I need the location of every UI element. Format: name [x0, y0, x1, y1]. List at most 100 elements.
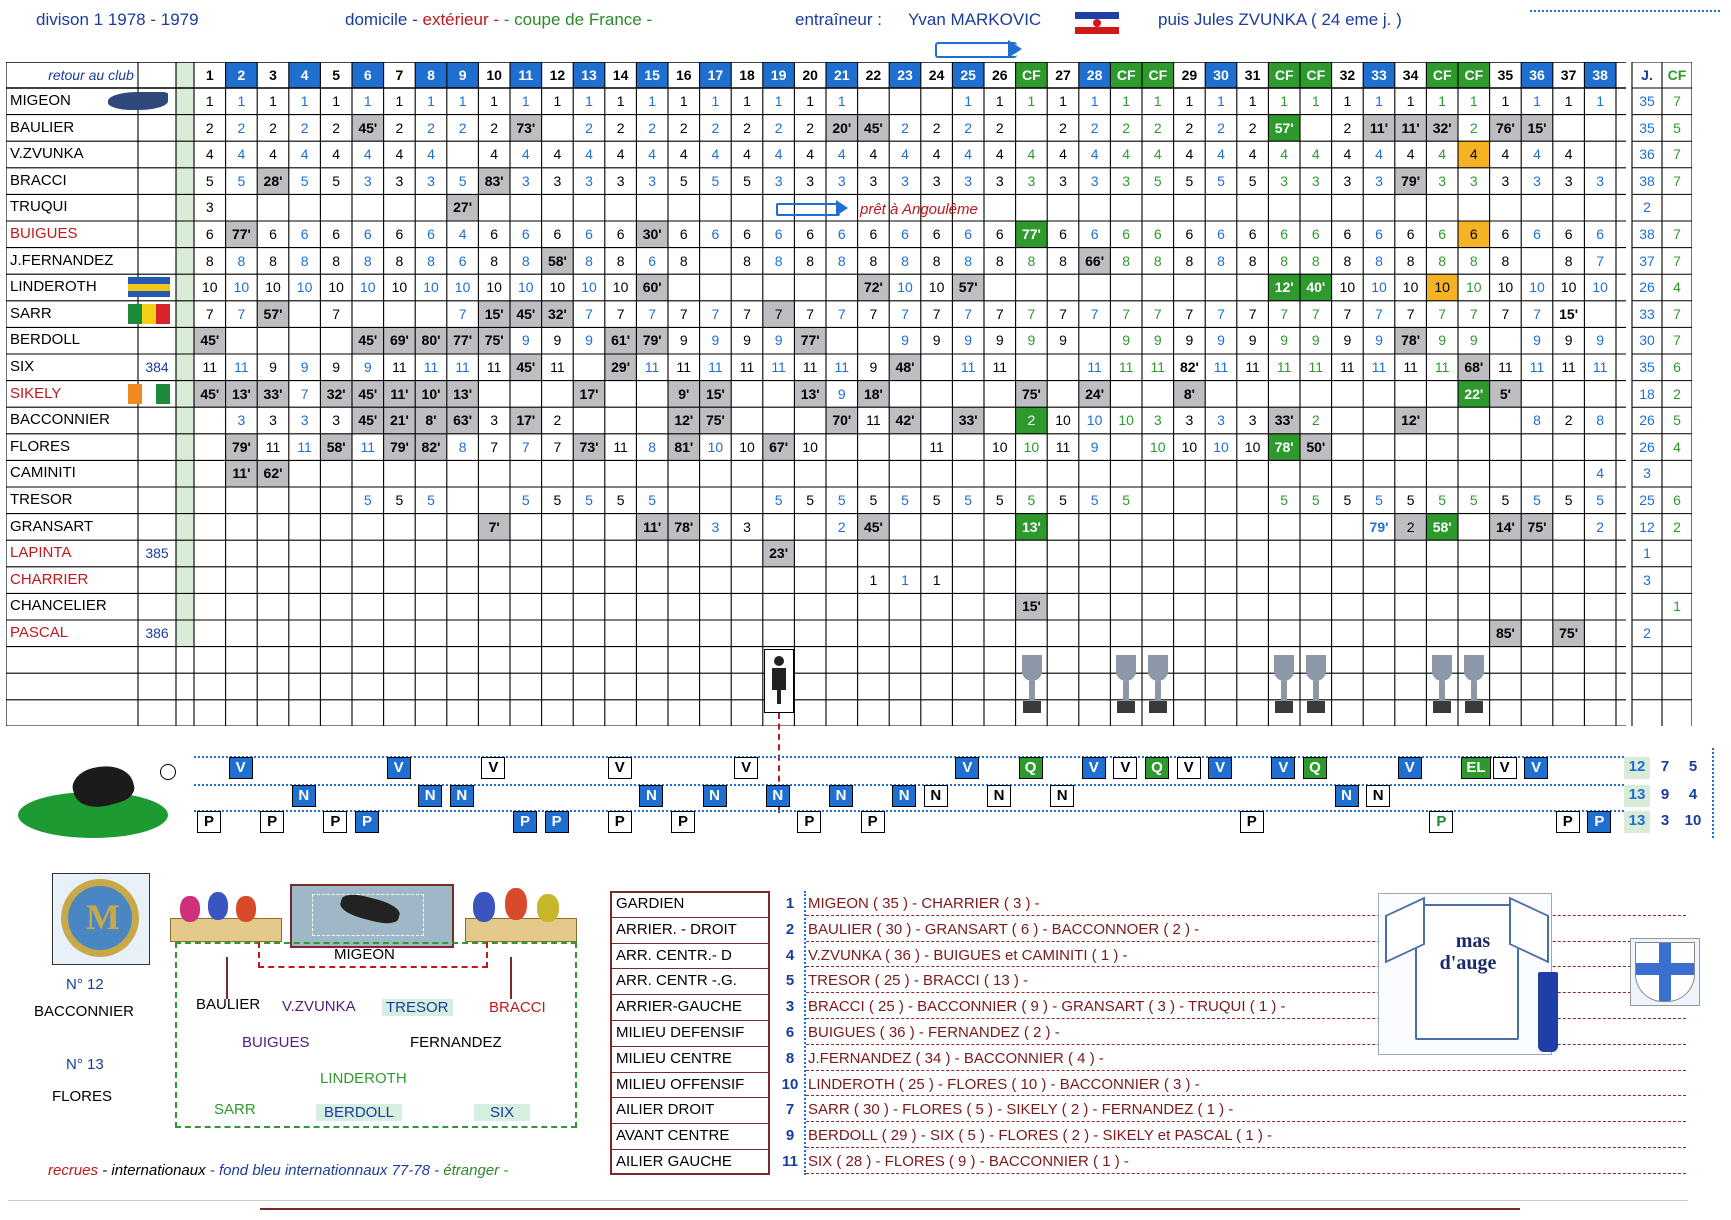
appearance-cell: 3 [932, 172, 941, 189]
appearance-cell: 8 [1596, 412, 1605, 429]
bottom-rule [260, 1208, 1520, 1210]
appearance-cell: 7 [1280, 305, 1289, 322]
appearance-cell: 7 [869, 305, 878, 322]
appearance-cell: 6 [585, 226, 593, 242]
appearance-cell: 6 [648, 252, 657, 269]
player-total: 35 [1639, 93, 1655, 109]
appearance-cell: 1 [1248, 93, 1257, 109]
appearance-cell: 5 [679, 172, 688, 189]
appearance-cell: 8 [1469, 252, 1478, 269]
arrow-icon [935, 42, 1017, 58]
appearance-cell: 4 [1090, 146, 1099, 163]
player-total: 35 [1639, 359, 1655, 375]
legend-away: extérieur [422, 10, 489, 29]
appearance-cell: 1 [806, 93, 815, 109]
appearance-cell: 4 [964, 146, 973, 163]
matchday-header: 18 [739, 67, 755, 83]
appearance-cell: 82' [1179, 359, 1199, 375]
result-cell: P [513, 811, 537, 833]
row-band [176, 407, 194, 434]
appearance-cell: 77' [1015, 221, 1048, 248]
appearance-cell: 24' [1078, 380, 1111, 408]
appearance-cell: 78' [1394, 327, 1427, 354]
appearance-cell: 45' [857, 513, 890, 541]
appearance-cell: 5 [837, 492, 846, 508]
player-total: 7 [1673, 252, 1681, 269]
result-cell: Q [1018, 757, 1043, 779]
row-band [176, 114, 194, 142]
appearance-cell: 7 [332, 305, 341, 322]
row-band [176, 460, 194, 487]
matchday-header: 20 [802, 67, 818, 83]
matchday-header: CF [1268, 62, 1300, 88]
appearance-cell: 10 [992, 438, 1008, 455]
appearance-cell: 1 [1438, 93, 1447, 109]
row-band [176, 247, 194, 275]
penalty-box [258, 942, 488, 968]
player-total: 38 [1639, 172, 1655, 189]
lineup-lb: BRACCI [489, 999, 546, 1016]
appearance-cell: 2 [1469, 119, 1478, 136]
position-role: AILIER GAUCHE [616, 1153, 732, 1170]
matchday-header: CF [1110, 62, 1142, 88]
appearance-cell: 2 [553, 412, 562, 429]
result-cell: N [639, 785, 664, 807]
player-total: 5 [1673, 119, 1681, 136]
appearance-cell: 11 [1592, 359, 1608, 375]
appearance-cell: 1 [1185, 93, 1194, 109]
appearance-cell: 2 [205, 119, 214, 136]
matchday-header: 11 [510, 62, 542, 88]
player-total: 38 [1639, 226, 1655, 242]
result-cell: V [1524, 757, 1549, 779]
player-total: 25 [1639, 492, 1655, 508]
appearance-cell: 10 [1426, 274, 1458, 301]
player-total: 6 [1673, 492, 1681, 508]
appearance-cell: 7 [237, 305, 246, 322]
appearance-cell: 5 [743, 172, 751, 189]
appearance-cell: 4 [616, 146, 625, 163]
appearance-cell: 3 [1343, 172, 1352, 189]
appearance-cell: 13' [794, 380, 826, 408]
appearance-cell: 11 [202, 359, 218, 375]
appearance-cell: 5 [1375, 492, 1383, 508]
appearance-cell: 7 [743, 305, 751, 322]
appearance-cell: 45' [194, 327, 226, 354]
appearance-cell: 11 [1276, 359, 1292, 375]
appearance-cell: 9 [269, 359, 277, 375]
appearance-cell: 8 [995, 252, 1004, 269]
player-total: 7 [1673, 332, 1681, 349]
appearance-cell: 11 [1087, 359, 1102, 375]
appearance-cell: 10 [328, 279, 344, 296]
appearance-cell: 18' [857, 380, 890, 408]
appearance-cell: 2 [964, 119, 973, 136]
appearance-cell: 5 [1343, 492, 1352, 508]
appearance-cell: 4 [1280, 146, 1289, 163]
player-total: 1 [1673, 598, 1681, 615]
appearance-cell: 4 [237, 146, 246, 163]
appearance-cell: 5 [1027, 492, 1036, 508]
appearance-cell: 8 [806, 252, 815, 269]
lineup-dm: BUIGUES [242, 1034, 310, 1051]
position-separator [610, 1020, 770, 1021]
appearance-cell: 33' [952, 407, 984, 434]
appearance-cell: 10 [802, 438, 818, 455]
appearance-cell: 6 [1596, 226, 1605, 242]
appearance-cell: 10 [1339, 279, 1356, 296]
result-total: 3 [1660, 812, 1670, 829]
position-separator [610, 1071, 770, 1073]
appearance-cell: 10 [1371, 279, 1387, 296]
appearance-cell: 30' [636, 221, 668, 248]
position-separator [610, 1123, 770, 1125]
appearance-cell: 2 [237, 119, 246, 136]
appearance-cell: 6 [332, 226, 341, 242]
appearance-cell: 11 [1340, 359, 1355, 375]
appearance-cell: 6 [743, 226, 751, 242]
appearance-cell: 11 [992, 359, 1008, 375]
appearance-cell: 10 [612, 279, 629, 296]
appearance-cell: 8 [1027, 252, 1036, 269]
appearance-cell: 6 [1153, 226, 1162, 242]
appearance-cell: 11 [613, 438, 628, 455]
appearance-cell: 5 [1090, 492, 1099, 508]
appearance-cell: 9 [743, 332, 751, 349]
appearance-cell: 17' [510, 407, 542, 434]
